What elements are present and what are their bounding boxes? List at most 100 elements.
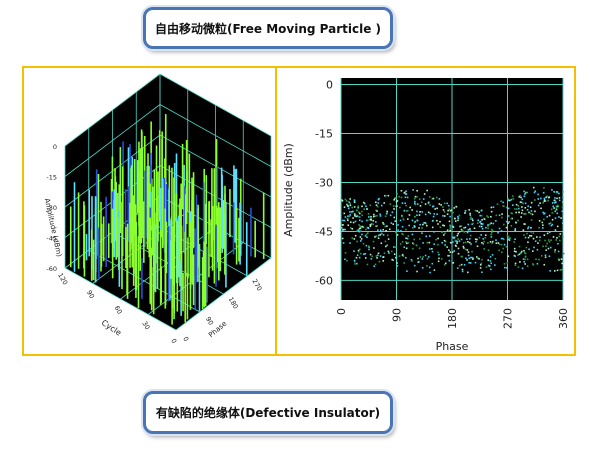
scatter-point xyxy=(401,215,403,218)
scatter-point xyxy=(561,262,563,265)
scatter-point xyxy=(375,255,378,257)
scatter-point xyxy=(551,189,553,191)
scatter-point xyxy=(521,267,524,270)
scatter-point xyxy=(549,246,552,249)
scatter-point xyxy=(356,240,358,243)
scatter-point xyxy=(510,198,513,201)
scatter-point xyxy=(562,235,564,238)
scatter-point xyxy=(414,200,416,203)
x-tick-label: 60 xyxy=(113,304,124,315)
scatter-point xyxy=(355,256,358,259)
scatter-point xyxy=(369,253,372,256)
z-tick-label: -60 xyxy=(46,265,57,273)
scatter-point xyxy=(523,195,526,198)
scatter-point xyxy=(524,193,526,195)
scatter-point xyxy=(348,215,351,218)
scatter-point xyxy=(436,219,438,222)
scatter-point xyxy=(487,216,490,218)
scatter-point xyxy=(472,222,474,225)
scatter-point xyxy=(382,256,385,258)
scatter-point xyxy=(555,239,557,241)
scatter-point xyxy=(446,202,448,205)
scatter-point xyxy=(370,223,372,226)
y-axis-label: Amplitude (dBm) xyxy=(282,143,295,237)
scatter-point xyxy=(558,259,560,261)
scatter-point xyxy=(531,250,534,252)
scatter-point xyxy=(420,201,423,203)
scatter-point xyxy=(407,242,410,244)
scatter-point xyxy=(550,239,552,241)
scatter-point xyxy=(484,234,487,237)
y-tick-label: 90 xyxy=(204,315,215,326)
scatter-point xyxy=(547,199,549,202)
scatter-point xyxy=(514,262,517,265)
scatter-point xyxy=(348,201,351,203)
scatter-point xyxy=(392,259,395,262)
scatter-point xyxy=(480,214,483,217)
scatter-point xyxy=(411,209,413,211)
scatter-point xyxy=(378,260,381,263)
scatter-point xyxy=(535,258,537,261)
scatter-point xyxy=(344,198,347,201)
scatter-point xyxy=(543,263,546,266)
scatter-point xyxy=(354,220,357,223)
scatter-point xyxy=(380,233,383,235)
scatter-point xyxy=(470,216,472,219)
scatter-point xyxy=(356,230,358,232)
scatter-point xyxy=(358,211,360,214)
scatter-point xyxy=(457,252,460,255)
scatter-point xyxy=(518,211,520,214)
scatter-point xyxy=(490,233,492,236)
scatter-point xyxy=(497,242,500,244)
scatter-point xyxy=(514,229,516,231)
scatter-point xyxy=(529,234,531,237)
scatter-point xyxy=(375,204,378,206)
scatter-point xyxy=(537,204,540,207)
scatter-point xyxy=(492,222,495,225)
scatter-point xyxy=(351,237,354,239)
scatter-point xyxy=(494,257,497,260)
scatter-point xyxy=(476,222,479,225)
scatter-point xyxy=(524,255,527,258)
scatter-point xyxy=(561,210,564,213)
scatter-point xyxy=(456,242,458,244)
scatter-point xyxy=(556,212,559,215)
scatter-point xyxy=(492,206,495,208)
scatter-point xyxy=(347,224,350,227)
scatter-point xyxy=(347,215,349,217)
scatter-point xyxy=(384,215,387,218)
scatter-point xyxy=(464,212,466,214)
scatter-point xyxy=(357,206,359,209)
scatter-point xyxy=(505,246,508,248)
scatter-point xyxy=(554,229,557,231)
scatter-point xyxy=(480,209,483,212)
scatter-point xyxy=(353,238,356,240)
scatter-point xyxy=(448,208,451,211)
scatter-point xyxy=(422,223,424,226)
scatter-point xyxy=(545,245,547,247)
scatter-point xyxy=(455,205,458,208)
scatter-point xyxy=(500,243,503,246)
scatter-point xyxy=(532,263,535,266)
scatter-point xyxy=(560,268,563,271)
scatter-point xyxy=(454,239,457,242)
scatter-point xyxy=(533,246,535,249)
scatter-point xyxy=(439,226,442,229)
scatter-point xyxy=(396,200,399,202)
scatter-point xyxy=(521,206,523,208)
scatter-point xyxy=(399,243,402,245)
scatter-point xyxy=(343,219,346,222)
scatter-point xyxy=(452,225,454,228)
scatter-point xyxy=(416,214,418,217)
scatter-point xyxy=(500,200,503,202)
scatter-point xyxy=(471,256,473,259)
scatter-point xyxy=(502,205,505,207)
scatter-point xyxy=(502,247,504,250)
y-tick-label: -45 xyxy=(315,225,333,238)
z-tick-label: -15 xyxy=(46,174,57,182)
scatter-point xyxy=(506,234,509,237)
scatter-point xyxy=(553,190,555,193)
scatter-point xyxy=(376,254,379,257)
scatter-point xyxy=(558,192,560,195)
scatter-point xyxy=(449,241,452,244)
